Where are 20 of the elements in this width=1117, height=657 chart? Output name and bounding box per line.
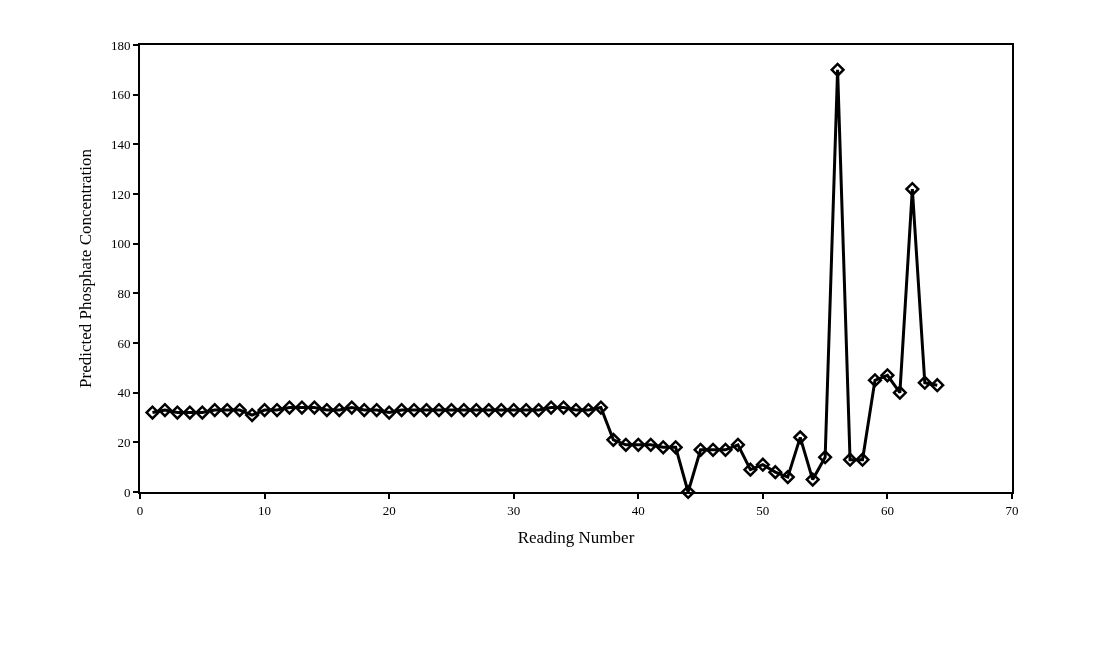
y-tick-label: 0 (123, 484, 131, 500)
y-tick-label: 60 (117, 335, 131, 351)
x-tick-label: 70 (1005, 502, 1019, 518)
y-tick-label: 180 (110, 37, 131, 53)
y-tick-label: 140 (110, 136, 131, 152)
x-tick-label: 40 (631, 502, 645, 518)
y-tick-label: 100 (110, 236, 131, 252)
y-axis-title: Predicted Phosphate Concentration (75, 148, 95, 388)
x-tick-label: 50 (756, 502, 770, 518)
y-tick-label: 40 (117, 385, 131, 401)
x-tick-label: 10 (258, 502, 272, 518)
x-axis-title: Reading Number (517, 528, 635, 548)
x-tick-label: 20 (382, 502, 396, 518)
y-tick-label: 80 (117, 285, 131, 301)
y-tick-label: 160 (110, 87, 131, 103)
y-tick-label: 120 (110, 186, 131, 202)
y-tick-label: 20 (117, 434, 131, 450)
x-tick-label: 30 (507, 502, 521, 518)
x-tick-label: 60 (880, 502, 894, 518)
x-tick-label: 0 (136, 502, 144, 518)
